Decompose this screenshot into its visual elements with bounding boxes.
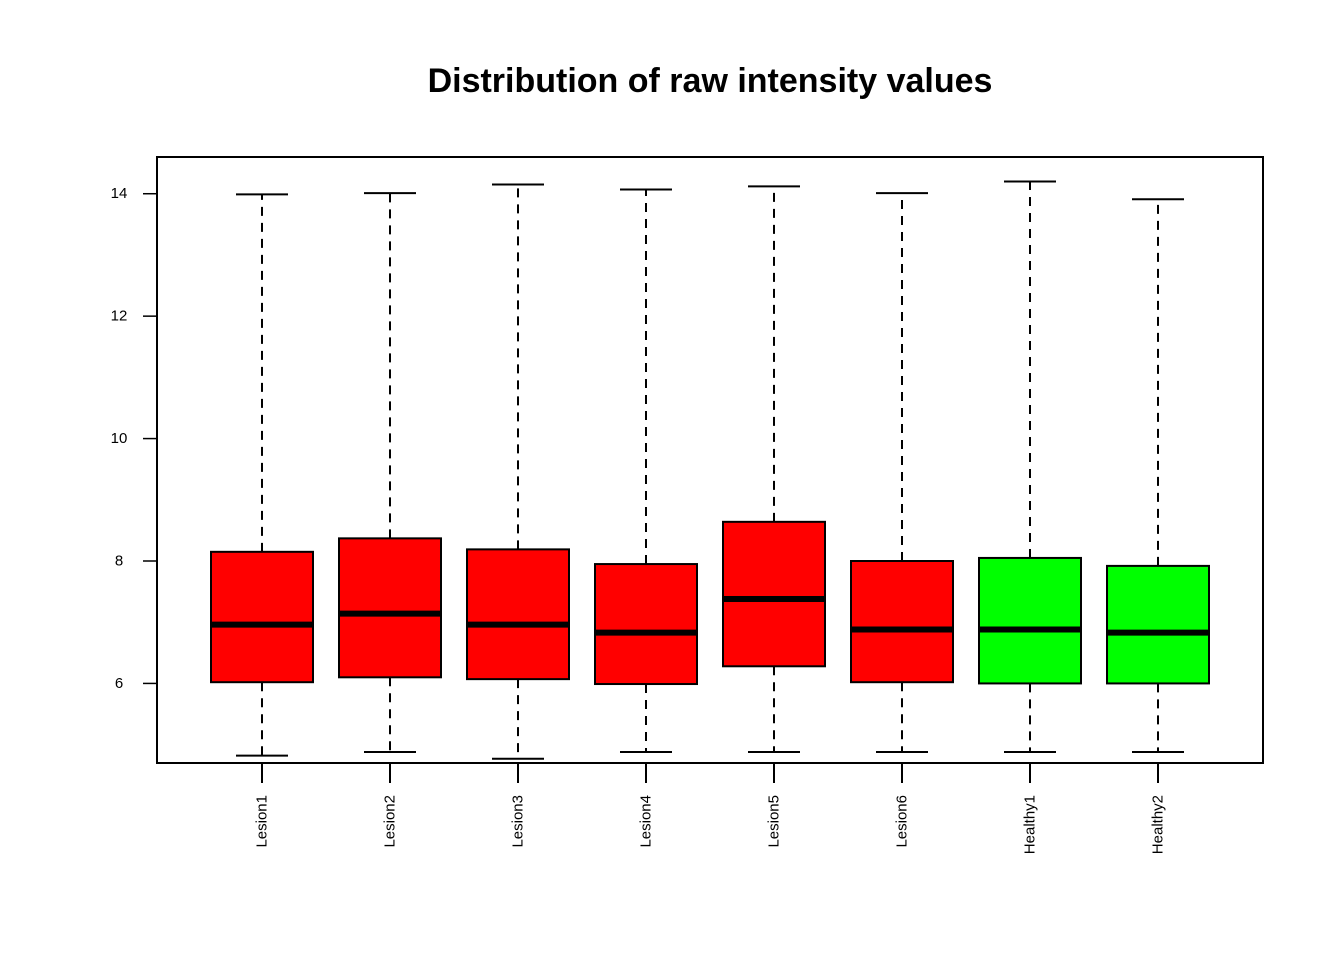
box-Healthy1 <box>978 180 1082 753</box>
y-tick-label: 14 <box>111 185 128 202</box>
x-tick-label: Healthy2 <box>1150 795 1167 854</box>
box-Lesion5 <box>722 185 826 753</box>
x-tick-label: Lesion1 <box>254 795 271 848</box>
x-tick-label: Lesion6 <box>894 795 911 848</box>
box-iqr <box>466 548 570 681</box>
box-Lesion1 <box>210 193 314 757</box>
box-Lesion4 <box>594 188 698 753</box>
box-Lesion3 <box>466 183 570 760</box>
box-Lesion6 <box>850 192 954 753</box>
x-tick-label: Healthy1 <box>1022 795 1039 854</box>
chart-title: Distribution of raw intensity values <box>428 62 993 100</box>
plot-frame <box>156 156 1264 764</box>
boxes-group <box>210 180 1210 760</box>
x-axis: Lesion1 Lesion2 Lesion3 Lesion4 Lesion5 Lesio… <box>254 763 1167 854</box>
box-Lesion2 <box>338 192 442 753</box>
box-iqr <box>978 556 1082 685</box>
box-iqr <box>1106 564 1210 685</box>
x-tick-label: Lesion5 <box>766 795 783 848</box>
box-iqr <box>722 520 826 668</box>
y-tick-label: 12 <box>111 308 128 325</box>
box-iqr <box>594 563 698 686</box>
box-iqr <box>338 537 442 679</box>
y-tick-label: 10 <box>111 430 128 447</box>
box-Healthy2 <box>1106 198 1210 753</box>
x-tick-label: Lesion4 <box>638 795 655 848</box>
y-axis: 6 8 10 12 14 <box>111 185 157 692</box>
x-tick-label: Lesion3 <box>510 795 527 848</box>
y-tick-label: 6 <box>115 675 123 692</box>
box-iqr <box>210 550 314 684</box>
box-iqr <box>850 560 954 684</box>
x-tick-label: Lesion2 <box>382 795 399 848</box>
y-tick-label: 8 <box>115 553 123 570</box>
